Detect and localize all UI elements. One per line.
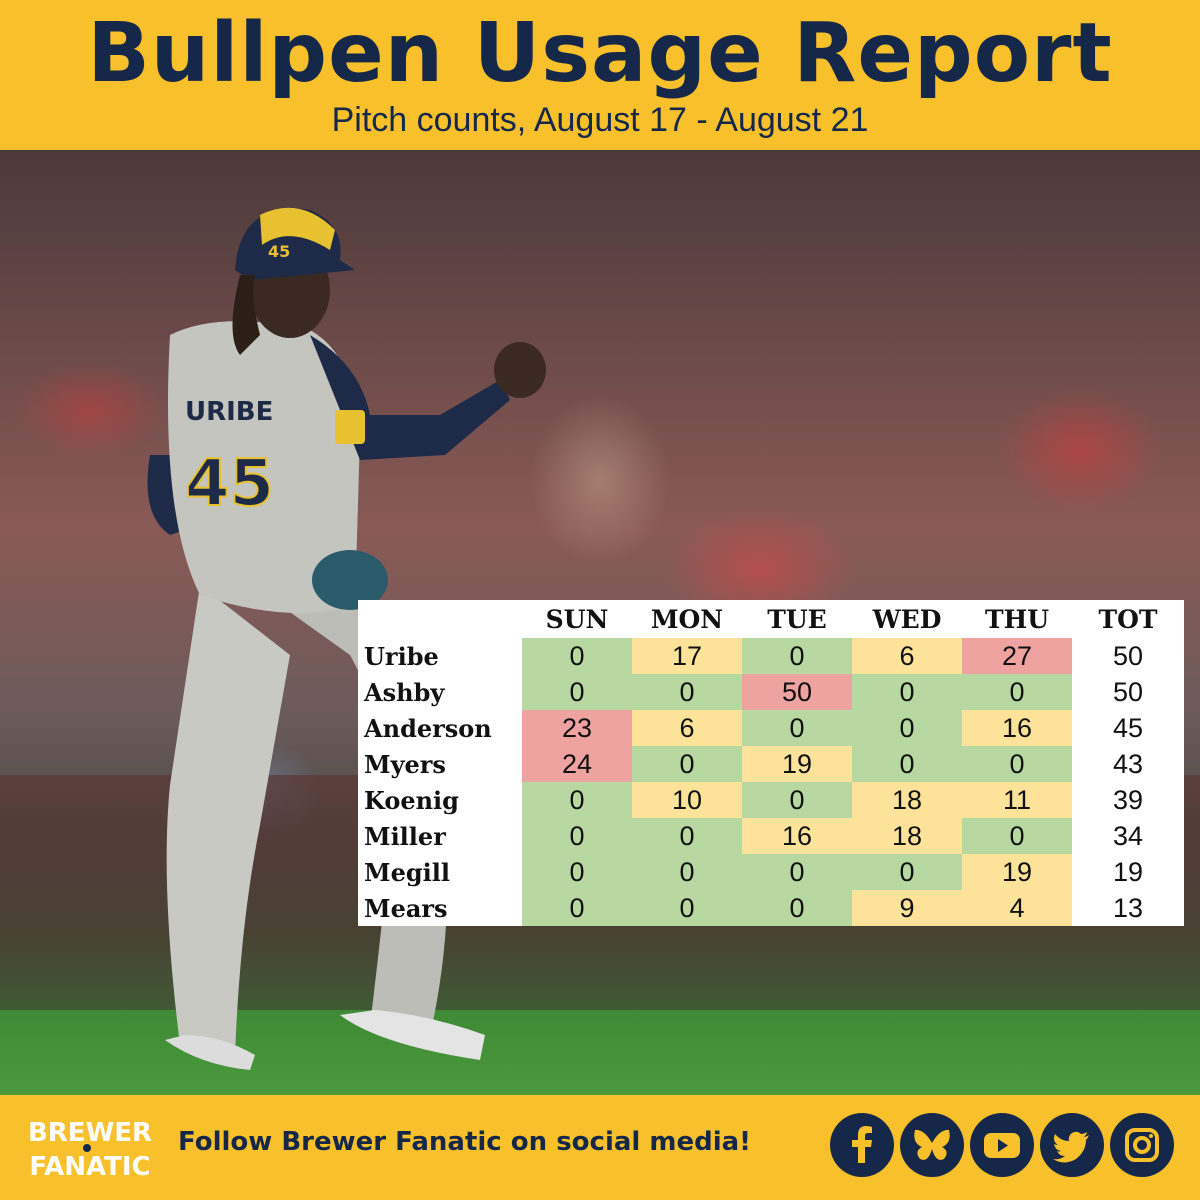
- player-name: Koenig: [358, 782, 522, 818]
- player-name: Miller: [358, 818, 522, 854]
- logo-dot: [83, 1144, 91, 1152]
- header-banner: Bullpen Usage Report Pitch counts, Augus…: [0, 0, 1200, 150]
- pitch-count-cell: 0: [522, 890, 632, 926]
- logo-line-1: BREWER: [27, 1118, 153, 1148]
- header-mon: MON: [632, 600, 742, 638]
- pitch-count-cell: 18: [852, 818, 962, 854]
- pitch-count-cell: 0: [522, 674, 632, 710]
- pitch-count-cell: 0: [522, 782, 632, 818]
- pitch-count-cell: 11: [962, 782, 1072, 818]
- pitch-count-cell: 0: [632, 674, 742, 710]
- pitch-count-cell: 0: [742, 854, 852, 890]
- pitch-count-cell: 0: [522, 638, 632, 674]
- table-header-row: SUN MON TUE WED THU TOT: [358, 600, 1184, 638]
- facebook-icon[interactable]: [830, 1113, 894, 1177]
- pitch-count-cell: 0: [632, 818, 742, 854]
- pitch-count-cell: 19: [962, 854, 1072, 890]
- total-cell: 43: [1072, 746, 1184, 782]
- player-name: Myers: [358, 746, 522, 782]
- pitch-count-cell: 16: [962, 710, 1072, 746]
- brewer-fanatic-logo[interactable]: BREWER FANATIC: [20, 1115, 170, 1185]
- header-wed: WED: [852, 600, 962, 638]
- pitch-count-cell: 6: [852, 638, 962, 674]
- total-cell: 13: [1072, 890, 1184, 926]
- table-row: Uribe 0 17 0 6 27 50: [358, 638, 1184, 674]
- header-thu: THU: [962, 600, 1072, 638]
- player-name: Uribe: [358, 638, 522, 674]
- header-tot: TOT: [1072, 600, 1184, 638]
- follow-text: Follow Brewer Fanatic on social media!: [178, 1127, 752, 1157]
- youtube-icon[interactable]: [970, 1113, 1034, 1177]
- pitch-count-cell: 0: [852, 710, 962, 746]
- pitch-count-cell: 17: [632, 638, 742, 674]
- pitch-count-cell: 0: [742, 782, 852, 818]
- pitch-count-cell: 23: [522, 710, 632, 746]
- header-sun: SUN: [522, 600, 632, 638]
- total-cell: 39: [1072, 782, 1184, 818]
- pitch-count-cell: 0: [742, 890, 852, 926]
- cap-number: 45: [268, 242, 290, 261]
- total-cell: 19: [1072, 854, 1184, 890]
- bluesky-icon[interactable]: [900, 1113, 964, 1177]
- pitch-count-cell: 0: [522, 818, 632, 854]
- table-row: Ashby 0 0 50 0 0 50: [358, 674, 1184, 710]
- pitch-count-cell: 0: [962, 674, 1072, 710]
- pitch-count-cell: 27: [962, 638, 1072, 674]
- pitch-count-cell: 0: [852, 674, 962, 710]
- table-row: Mears 0 0 0 9 4 13: [358, 890, 1184, 926]
- player-name: Ashby: [358, 674, 522, 710]
- pitch-count-cell: 0: [632, 854, 742, 890]
- sleeve-patch: [335, 410, 365, 444]
- table-row: Myers 24 0 19 0 0 43: [358, 746, 1184, 782]
- pitch-count-cell: 0: [742, 638, 852, 674]
- pitch-count-cell: 0: [852, 746, 962, 782]
- pitch-count-cell: 0: [632, 746, 742, 782]
- total-cell: 50: [1072, 674, 1184, 710]
- total-cell: 34: [1072, 818, 1184, 854]
- table-row: Megill 0 0 0 0 19 19: [358, 854, 1184, 890]
- logo-line-2: FANATIC: [29, 1152, 151, 1182]
- total-cell: 50: [1072, 638, 1184, 674]
- instagram-icon[interactable]: [1110, 1113, 1174, 1177]
- pitch-count-cell: 16: [742, 818, 852, 854]
- twitter-icon[interactable]: [1040, 1113, 1104, 1177]
- table-row: Anderson 23 6 0 0 16 45: [358, 710, 1184, 746]
- pitch-count-cell: 6: [632, 710, 742, 746]
- page-title: Bullpen Usage Report: [87, 6, 1113, 101]
- pitch-count-cell: 24: [522, 746, 632, 782]
- pitch-count-cell: 0: [962, 746, 1072, 782]
- pitch-count-cell: 4: [962, 890, 1072, 926]
- usage-table: SUN MON TUE WED THU TOT Uribe 0 17 0 6 2…: [358, 600, 1184, 930]
- header-player: [358, 600, 522, 638]
- table-row: Miller 0 0 16 18 0 34: [358, 818, 1184, 854]
- jersey-number: 45: [185, 447, 274, 521]
- pitch-count-cell: 0: [632, 890, 742, 926]
- pitch-count-cell: 0: [852, 854, 962, 890]
- jersey-name: URIBE: [185, 397, 273, 427]
- pitch-count-cell: 0: [742, 710, 852, 746]
- total-cell: 45: [1072, 710, 1184, 746]
- pitch-count-cell: 19: [742, 746, 852, 782]
- header-tue: TUE: [742, 600, 852, 638]
- page-subtitle: Pitch counts, August 17 - August 21: [331, 101, 869, 139]
- pitch-count-cell: 18: [852, 782, 962, 818]
- pitch-count-cell: 0: [522, 854, 632, 890]
- table-row: Koenig 0 10 0 18 11 39: [358, 782, 1184, 818]
- pitch-count-cell: 10: [632, 782, 742, 818]
- player-name: Mears: [358, 890, 522, 926]
- player-name: Megill: [358, 854, 522, 890]
- pitch-count-cell: 0: [962, 818, 1072, 854]
- pitch-count-cell: 9: [852, 890, 962, 926]
- player-name: Anderson: [358, 710, 522, 746]
- footer-banner: BREWER FANATIC Follow Brewer Fanatic on …: [0, 1095, 1200, 1200]
- pitch-count-cell: 50: [742, 674, 852, 710]
